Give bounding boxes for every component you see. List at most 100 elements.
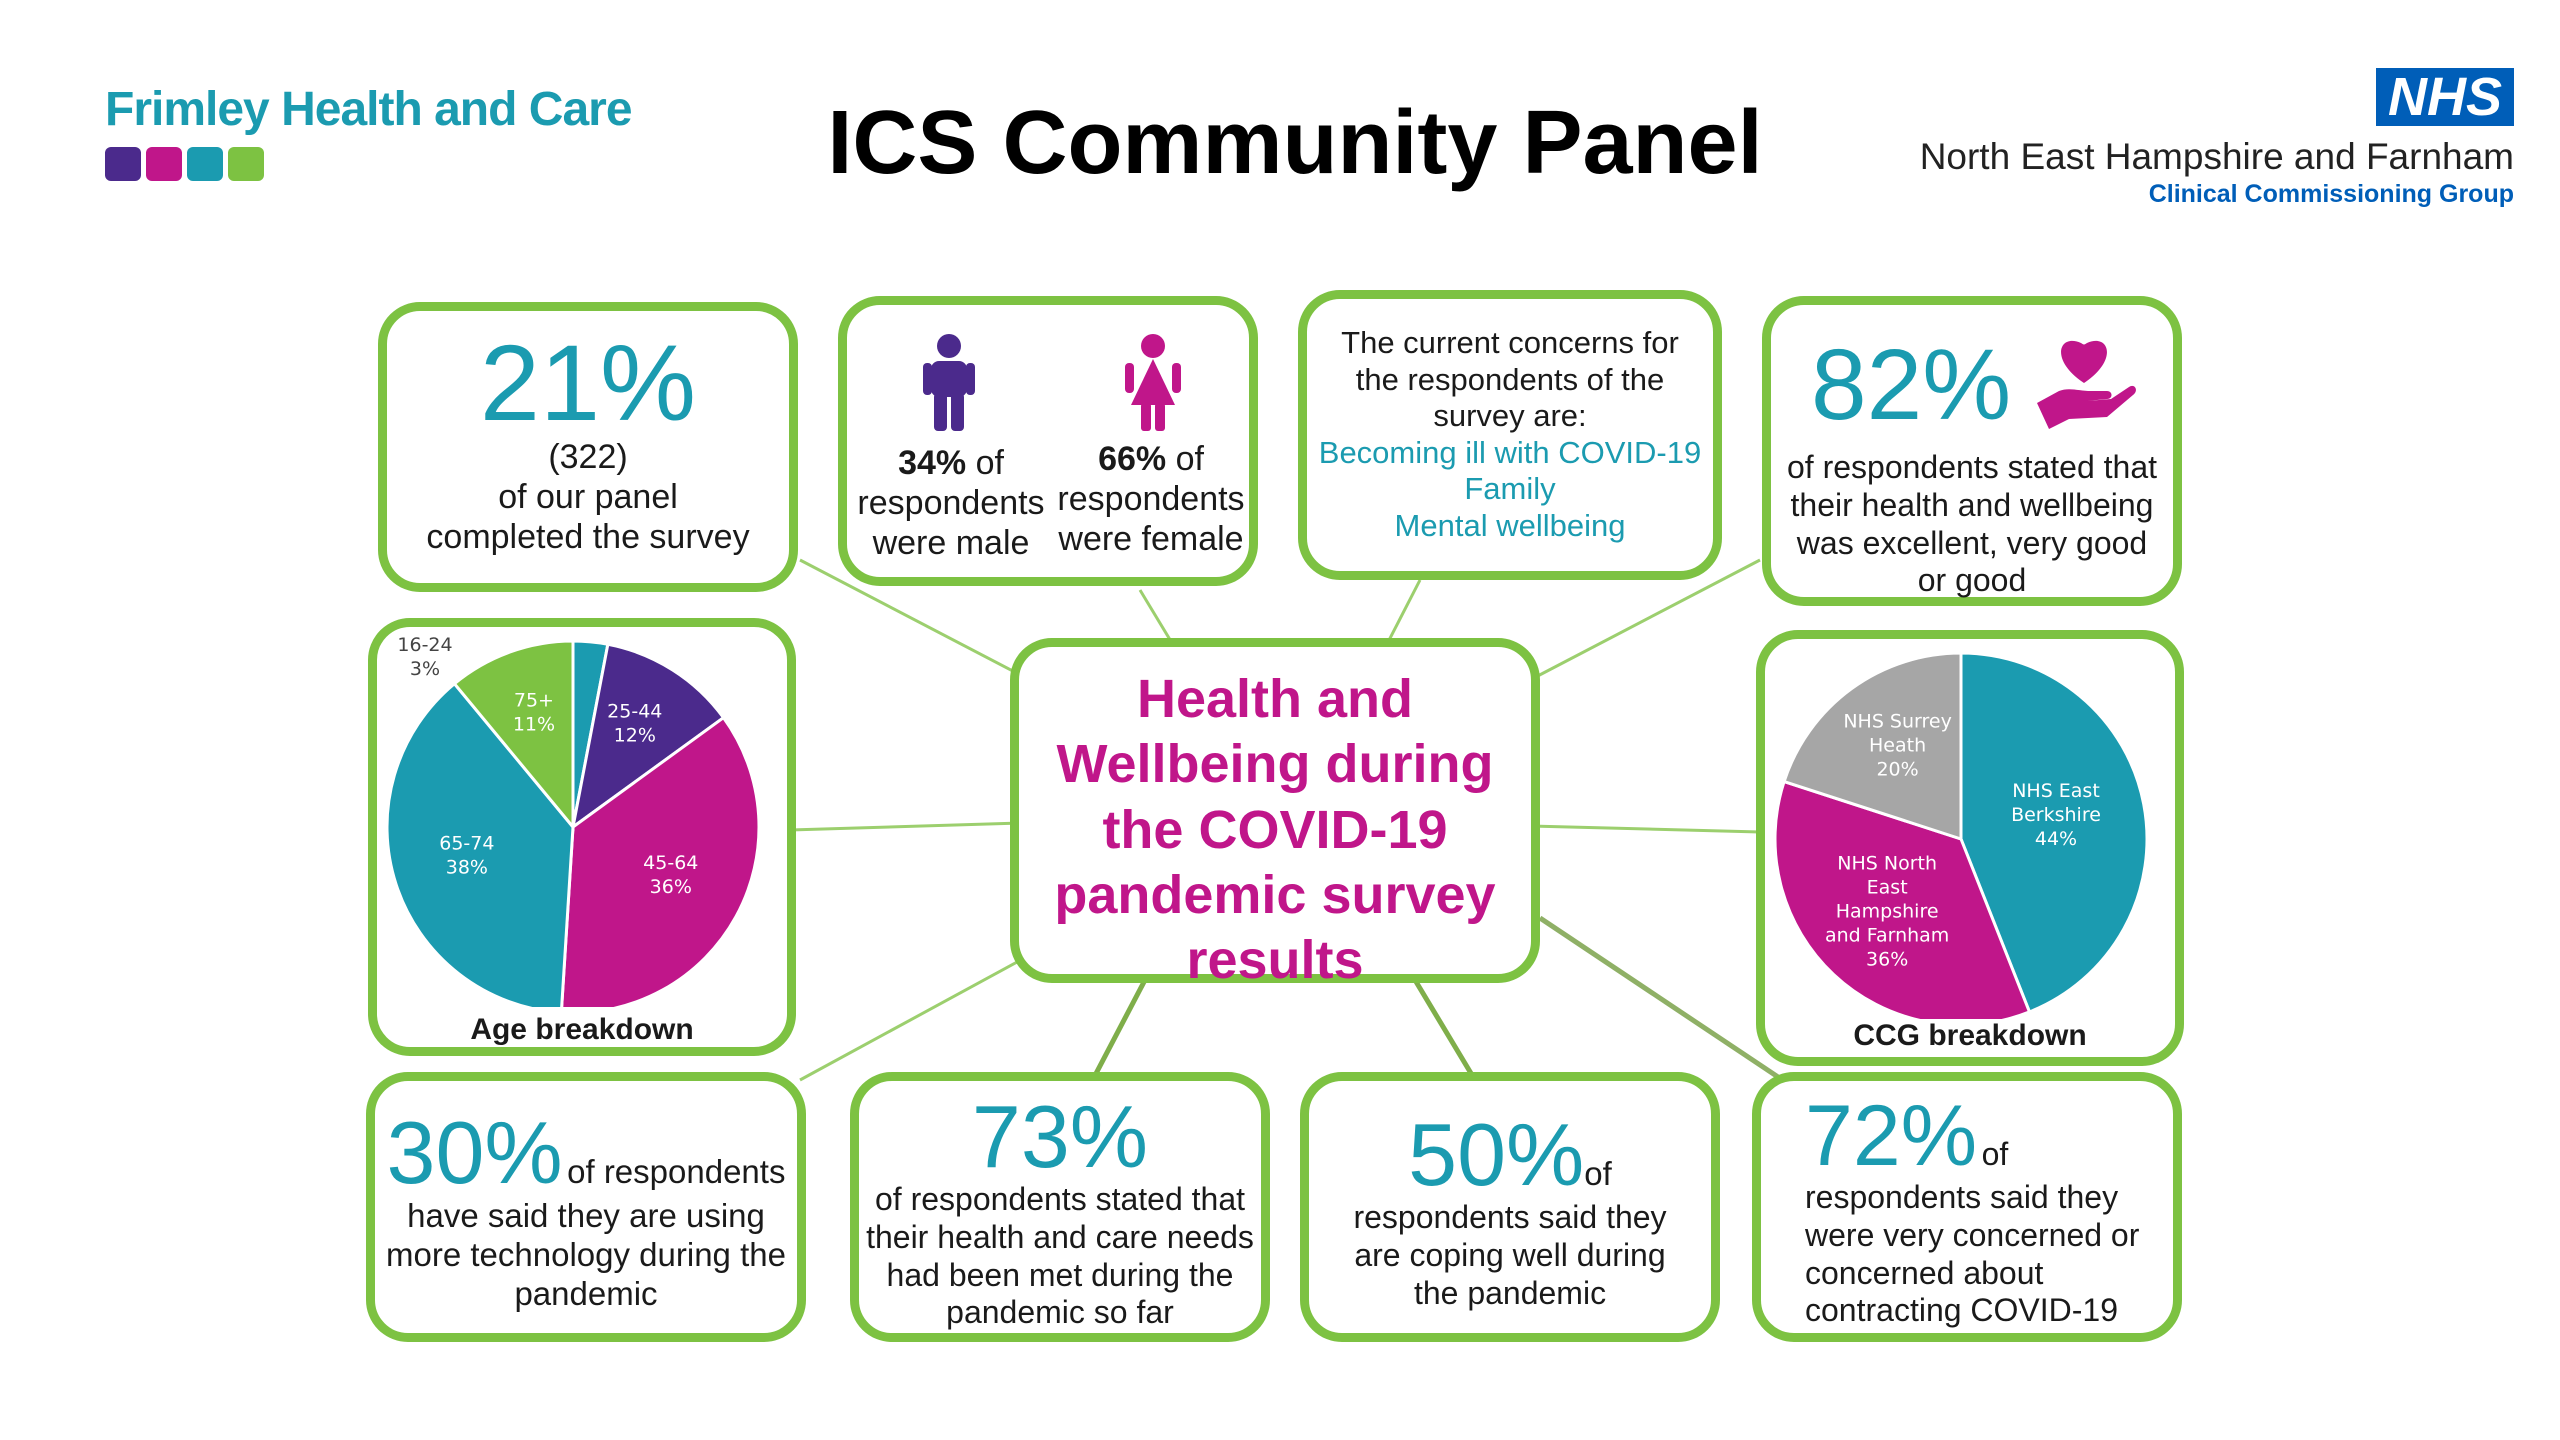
concerns-intro-line: survey are: (1433, 398, 1587, 434)
center-title-line: pandemic survey (1054, 864, 1496, 925)
pie-slice-label: Hampshire (1836, 901, 1939, 923)
pie-slice (560, 715, 761, 1007)
page-title-wrap: ICS Community Panel (760, 92, 1830, 195)
male-stat: 34% of respondents were male (851, 443, 1051, 563)
wellbeing-line: of respondents stated that (1786, 449, 2158, 485)
completion-line: of our panel (498, 478, 678, 517)
ccg-chart-box: NHS East Berkshire 44% NHS North East Hampshi… (1756, 630, 2184, 1066)
care-needs-line: had been met during the (886, 1256, 1234, 1293)
center-title-box: Health and Wellbeing during the COVID-19… (1010, 638, 1540, 990)
center-title-line: Wellbeing during (1056, 734, 1494, 795)
concerns-intro-line: the respondents of the (1355, 361, 1665, 397)
age-chart-box: 16-24 3% 25-44 12% 45-64 36% 65-74 38% 75+ 11% Ag… (368, 618, 796, 1056)
pie-slice (385, 681, 575, 1007)
pie-slice (1782, 651, 1963, 842)
concerns-intro-line: The current concerns for (1341, 325, 1679, 360)
female-person-icon (1125, 334, 1181, 431)
pie-percent-label: 3% (410, 658, 440, 680)
panel-completion-box: 21% (322) of our panel completed the sur… (378, 302, 798, 592)
center-title-line: results (1186, 930, 1364, 991)
heart-hand-icon (2037, 340, 2136, 429)
pie-slice (570, 642, 726, 831)
completion-percent: 21% (479, 322, 697, 443)
care-needs-box: 73% of respondents stated that their hea… (850, 1072, 1270, 1342)
male-person-icon (923, 334, 975, 431)
male-line: were male (872, 524, 1030, 563)
pie-slice-label: 75+ (514, 689, 554, 711)
ccg-name: North East Hampshire and Farnham (1919, 136, 2514, 177)
pie-slice-label: 25-44 (607, 701, 662, 723)
coping-line: are coping well during (1354, 1236, 1666, 1273)
hands-icon (105, 147, 141, 181)
technology-line: have said they are using (407, 1197, 765, 1234)
people-icon (187, 147, 223, 181)
wellbeing-box: 82% of respondents stated that their hea… (1762, 296, 2182, 606)
contracting-suffix: of (1981, 1136, 2009, 1172)
care-needs-percent: 73% (971, 1087, 1149, 1186)
pie-percent-label: 44% (2035, 828, 2077, 850)
wellbeing-line: was excellent, very good (1796, 524, 2148, 561)
pie-slice (1773, 779, 2032, 1019)
frimley-logo: Frimley Health and Care (105, 82, 633, 181)
female-line: were female (1058, 520, 1244, 559)
pie-percent-label: 11% (513, 713, 555, 735)
coping-suffix: of (1584, 1155, 1612, 1192)
pie-slice-label: NHS East (2012, 780, 2100, 802)
contracting-box: 72% of respondents said they were very c… (1752, 1072, 2182, 1342)
female-suffix: of (1175, 440, 1204, 478)
contracting-line: were very concerned or (1805, 1216, 2140, 1253)
pie-percent-label: 20% (1876, 759, 1918, 781)
male-line: respondents (857, 484, 1045, 523)
coping-line: the pandemic (1413, 1274, 1607, 1311)
pie-slice-label: 65-74 (439, 832, 494, 854)
gender-box: 34% of respondents were male 66% of resp… (838, 296, 1258, 586)
pie-slice-label: 16-24 (397, 634, 452, 656)
completion-line: completed the survey (426, 518, 750, 557)
pie-percent-label: 12% (614, 725, 656, 747)
pie-slice-label: NHS Surrey (1843, 711, 1952, 733)
pie-percent-label: 36% (1866, 949, 1908, 971)
coping-percent: 50% (1408, 1105, 1585, 1204)
wellbeing-line: their health and wellbeing (1790, 486, 2154, 523)
pie-slice (452, 639, 575, 832)
contracting-line: contracting COVID-19 (1805, 1292, 2119, 1329)
center-title-line: Health and (1136, 669, 1414, 729)
age-chart-caption: Age breakdown (470, 1013, 694, 1046)
pie-percent-label: 36% (650, 876, 692, 898)
pie-slice-label: NHS North (1837, 853, 1937, 875)
center-title-line: the COVID-19 (1102, 799, 1448, 860)
frimley-logo-icons (105, 147, 632, 181)
pie-percent-label: 38% (446, 856, 488, 878)
care-needs-line: pandemic so far (946, 1294, 1174, 1331)
baby-icon (228, 147, 264, 181)
pie-slice-label: Heath (1869, 735, 1926, 757)
frimley-logo-text: Frimley Health and Care (105, 83, 633, 136)
technology-box: 30% of respondents have said they are us… (366, 1072, 806, 1342)
coping-box: 50%of respondents said they are coping w… (1300, 1072, 1720, 1342)
pie-slice-label: 45-64 (643, 852, 698, 874)
contracting-line: respondents said they (1805, 1179, 2119, 1215)
technology-suffix: of respondents (567, 1153, 786, 1190)
concern-item: Mental wellbeing (1394, 507, 1626, 543)
concern-item: Family (1464, 471, 1556, 507)
female-line: respondents (1057, 480, 1245, 519)
wellbeing-percent: 82% (1811, 329, 2012, 441)
concerns-box: The current concerns for the respondents… (1298, 290, 1722, 580)
ccg-chart-caption: CCG breakdown (1853, 1019, 2087, 1052)
pie-slice-label: Berkshire (2011, 804, 2101, 826)
page-title: ICS Community Panel (827, 93, 1763, 193)
completion-count: (322) (548, 438, 628, 476)
nhs-badge: NHS (2375, 68, 2514, 126)
contracting-line: concerned about (1805, 1254, 2044, 1291)
contracting-percent: 72% (1805, 1088, 1978, 1184)
heartbeat-icon (146, 147, 182, 181)
pie-slice-label: East (1867, 877, 1908, 899)
ccg-subtitle: Clinical Commissioning Group (2148, 180, 2514, 208)
wellbeing-line: or good (1917, 562, 2027, 599)
technology-line: more technology during the (386, 1235, 786, 1273)
coping-line: respondents said they (1353, 1199, 1667, 1235)
female-stat: 66% of respondents were female (1051, 439, 1251, 559)
